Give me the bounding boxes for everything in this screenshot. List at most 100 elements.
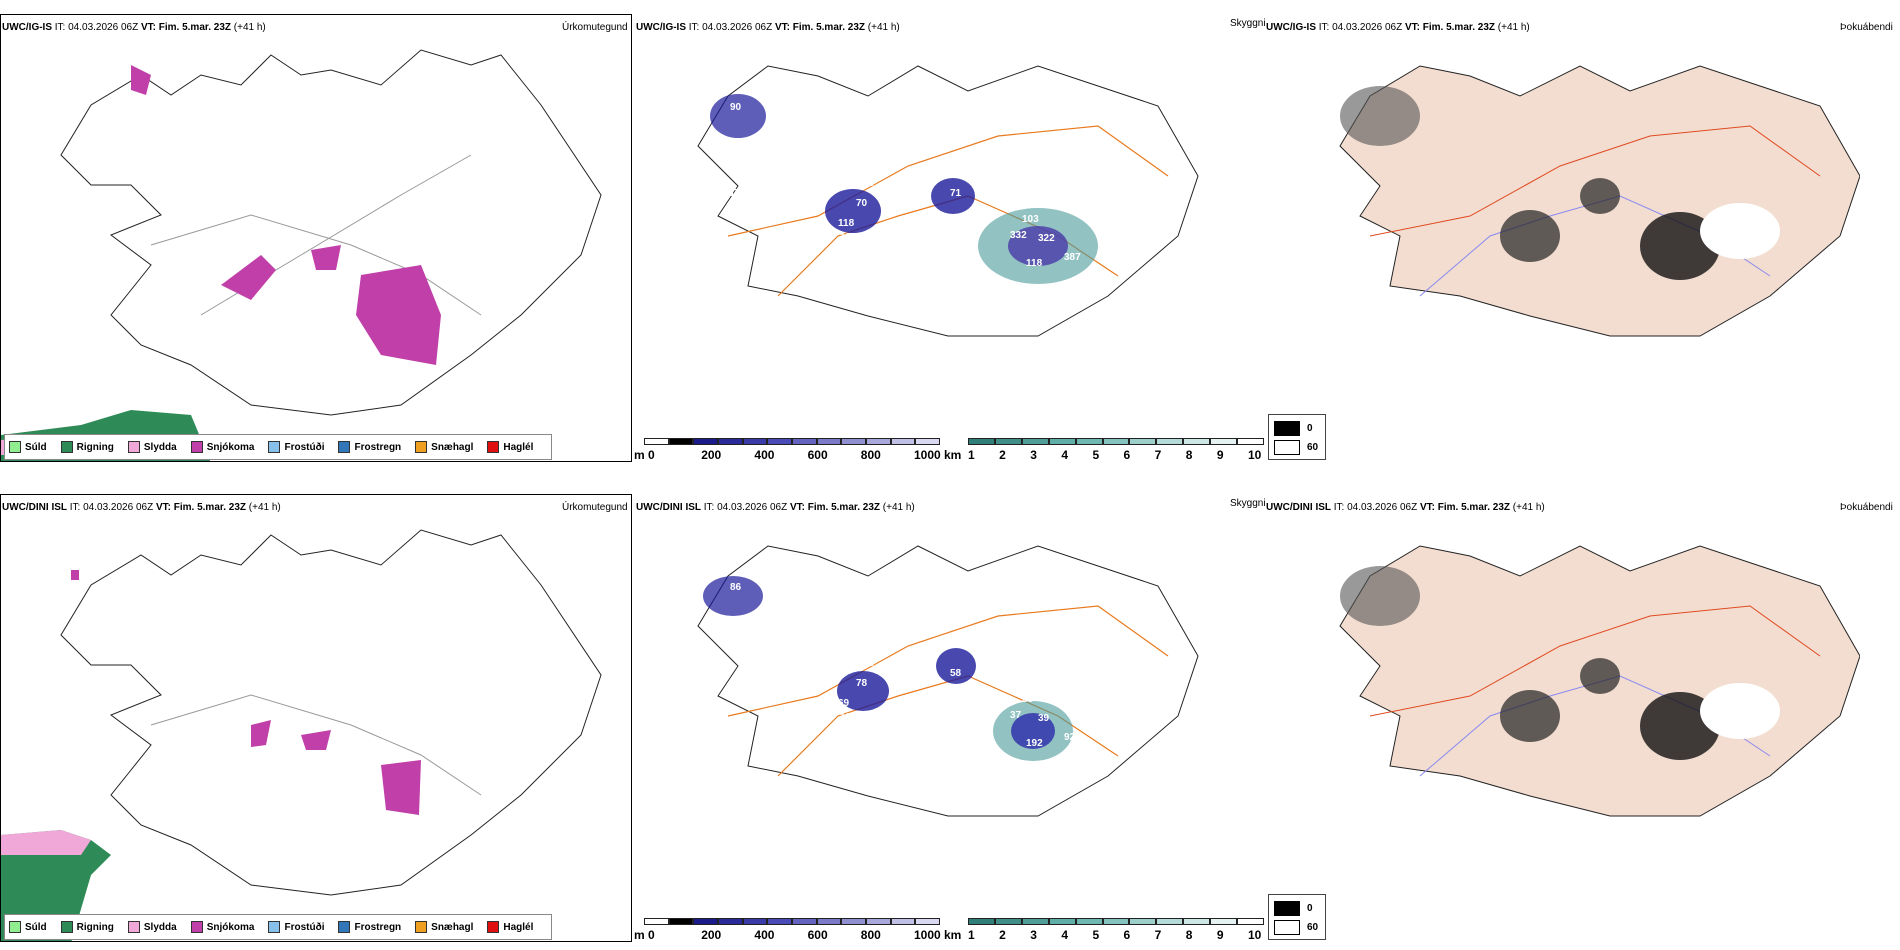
legend-swatch [9,441,21,453]
colorbar-tick: 800 [860,928,881,942]
colorbar-segment [968,918,995,925]
colorbar-tick: 0 [648,928,655,942]
cloud-base-label: 37 [1010,710,1022,721]
fog-swatch-low [1274,421,1300,436]
cloud-base-label: 71 [950,188,962,199]
legend-swatch [190,921,203,933]
cloud-base-label: 88 [863,178,875,189]
legend-label: Snæhagl [431,441,474,453]
cloud-base-label: 387 [1064,252,1081,263]
colorbar-segment [994,918,1022,925]
legend-swatch [60,921,73,933]
legend-swatch [415,441,428,453]
colorbar-segment [1183,918,1211,925]
colorbar-segment [1129,918,1157,925]
colorbar-segment [718,438,743,445]
model-name: UWC/IG-IS [2,22,52,33]
colorbar-segment [1237,438,1264,445]
colorbar-segment [841,438,866,445]
colorbar-segment [1021,438,1049,445]
cloud-base-label: 67 [728,188,740,199]
colorbar-tick: 1000 [914,928,941,942]
colorbar-tick: 9 [1216,448,1224,462]
legend-label: Slydda [143,921,177,933]
colorbar-segment [742,438,768,445]
legend-item: Snjókoma [190,441,254,453]
valid-time: VT: Fim. 5.mar. 23Z [140,22,232,33]
visibility-colorbar-1: km 1 2 3 4 5 6 7 8 9 10 [944,438,1264,462]
lead-time: (+41 h) [1497,22,1530,33]
legend-label: Frostregn [354,441,402,453]
colorbar-tick: 10 [1248,928,1262,942]
cloud-base-label: 13 [863,658,875,669]
legend-item: Rigning [60,921,114,933]
colorbar-segment [915,918,940,925]
row-1: UWC/IG-IS IT: 04.03.2026 06Z VT: Fim. 5.… [0,14,1893,462]
legend-item: Haglél [487,441,533,453]
legend-label: Frostregn [354,921,402,933]
iceland-precip-map-1 [1,49,602,461]
valid-time: VT: Fim. 5.mar. 23Z [155,502,247,513]
cloud-base-label: 69 [838,698,850,709]
colorbar-segment [767,438,792,445]
colorbar-segment [767,918,792,925]
cloud-base-label: 55 [1146,200,1158,211]
model-name: UWC/DINI ISL [2,502,67,513]
legend-swatch [338,441,351,453]
colorbar-unit: m [634,448,645,462]
iceland-cloud-map-1: 45 90 187 95 88 70 71 118 116 103 332 322 118 387 97 10… [697,58,1199,337]
colorbar-segment [968,438,995,445]
cloud-base-label: 63 [716,152,728,163]
precip-legend-2: Súld Rigning Slydda Snjókoma Frostúði Frostre… [4,914,553,940]
legend-label: Rigning [76,441,114,453]
colorbar-segment [1156,438,1184,445]
cloud-base-label: 70 [856,198,868,209]
cloud-base-label: 101 [946,324,963,335]
init-time: IT: 04.03.2026 06Z [69,502,154,513]
colorbar-segment [1156,918,1184,925]
lead-time: (+41 h) [867,22,900,33]
colorbar-tick: 200 [701,448,722,462]
cloud-base-label: 118 [838,218,855,229]
cloud-base-label: 332 [1010,230,1027,241]
cloud-base-label: 187 [778,124,795,135]
colorbar-segment [816,918,842,925]
clouds-title: Skyggni [1230,498,1266,509]
valid-time: VT: Fim. 5.mar. 23Z [1419,502,1511,513]
colorbar-tick: 800 [860,448,881,462]
cloud-base-label: 90 [1170,158,1182,169]
colorbar-tick: 7 [1154,448,1162,462]
colorbar-segment [841,918,866,925]
row2-precip-header: UWC/DINI ISL IT: 04.03.2026 06Z VT: Fim.… [2,502,281,513]
colorbar-segment [1021,918,1049,925]
fog-swatch-high [1274,920,1300,935]
iceland-fog-map-2 [1339,545,1860,817]
colorbar-segment [644,918,669,925]
legend-label: Rigning [76,921,114,933]
cloud-base-label: 77 [946,804,958,815]
cloud-base-label: 90 [730,102,742,113]
colorbar-tick: 600 [807,928,828,942]
colorbar-tick: 8 [1185,448,1193,462]
lead-time: (+41 h) [233,22,266,33]
precip-title: Úrkomutegund [562,22,628,33]
colorbar-segment [890,438,916,445]
init-time: IT: 04.03.2026 06Z [1318,22,1403,33]
cloud-base-label: 95 [758,138,770,149]
legend-item: Súld [9,441,47,453]
cloud-base-label: 58 [950,668,962,679]
cloud-base-label: 17 [892,144,904,155]
fog-label-high: 60 [1307,442,1319,453]
row2-clouds-header: UWC/DINI ISL IT: 04.03.2026 06Z VT: Fim.… [636,502,915,513]
legend-swatch [487,441,500,453]
legend-item: Haglél [487,921,533,933]
fog-label-low: 0 [1307,423,1313,434]
lead-time: (+41 h) [1512,502,1545,513]
legend-swatch [9,921,21,933]
colorbar-segment [718,918,743,925]
colorbar-segment [693,438,718,445]
cloud-base-label: 13 [840,712,852,723]
model-name: UWC/DINI ISL [1266,502,1331,513]
ceiling-colorbar-2: m 0 200 400 600 800 1000 [634,918,941,942]
